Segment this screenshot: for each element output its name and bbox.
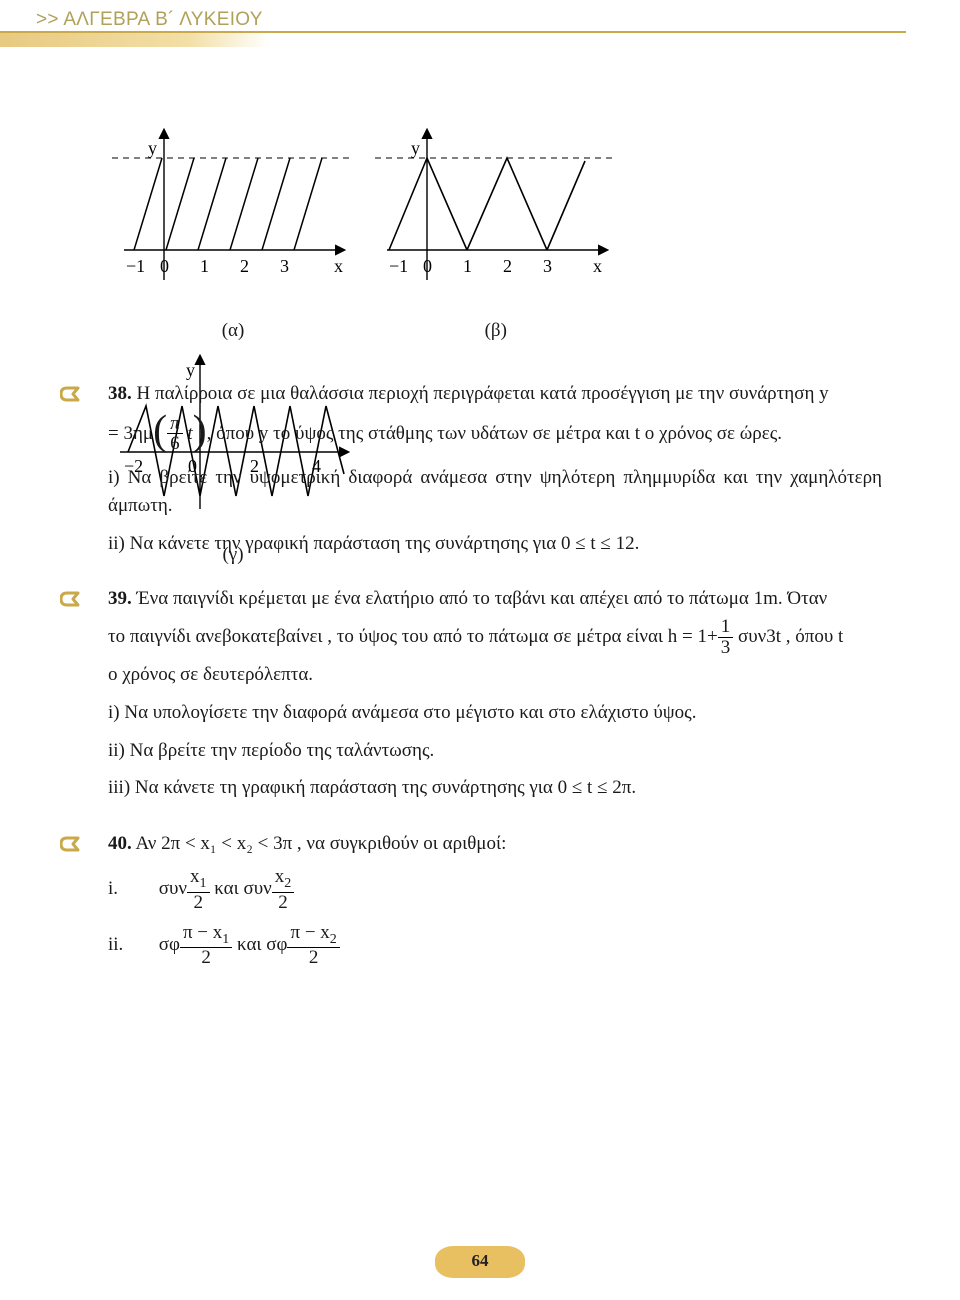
- exercise-39-line1: Ένα παιγνίδι κρέμεται με ένα ελατήριο απ…: [132, 588, 828, 609]
- svg-text:1: 1: [200, 256, 209, 276]
- svg-text:y: y: [148, 138, 157, 158]
- frac-num: 1: [718, 617, 734, 637]
- ex40-i-b-den: 2: [272, 892, 295, 913]
- ex40-ii-b-sub: 2: [330, 931, 337, 946]
- header-rule-shadow: [0, 33, 270, 47]
- exercise-39-line2b: συν3t , όπου t: [733, 625, 843, 646]
- figure-alpha-caption: (α): [104, 317, 362, 345]
- exercise-38-text-after: , όπου y το ύψος της στάθμης των υδάτων …: [207, 422, 782, 443]
- exercise-39-i: i) Να υπολογίσετε την διαφορά ανάμεσα στ…: [108, 699, 882, 727]
- svg-text:1: 1: [463, 256, 472, 276]
- ex40-ii-a-func: σφ: [159, 934, 180, 955]
- svg-text:3: 3: [543, 256, 552, 276]
- figure-alpha: −1 0 1 2 3 x y (α): [104, 120, 362, 344]
- ex40-ii-mid: και: [237, 934, 266, 955]
- exercise-38-equation-line: = 3ημ(π6 t), όπου y το ύψος της στάθμης …: [108, 414, 882, 455]
- ex40-i-b-frac: x22: [272, 867, 295, 912]
- ex40-i-a-den: 2: [187, 892, 210, 913]
- svg-text:−1: −1: [126, 256, 145, 276]
- ex40-i-a-sub: 1: [200, 876, 207, 891]
- ex40-ii-b-func: σφ: [266, 934, 287, 955]
- exercise-39-ii: ii) Να βρείτε την περίοδο της ταλάντωσης…: [108, 737, 882, 765]
- svg-text:y: y: [186, 360, 195, 380]
- header-title: >> ΑΛΓΕΒΡΑ Β´ ΛΥΚΕΙΟΥ: [36, 6, 263, 34]
- content-area: 38. Η παλίρροια σε μια θαλάσσια περιοχή …: [108, 380, 882, 996]
- frac-den: 6: [167, 433, 183, 454]
- ex40-i-mid: και: [214, 878, 243, 899]
- exercise-38: 38. Η παλίρροια σε μια θαλάσσια περιοχή …: [108, 380, 882, 557]
- page-number: 64: [435, 1246, 525, 1278]
- exercise-39-line3: ο χρόνος σε δευτερόλεπτα.: [108, 661, 882, 689]
- exercise-39-number: 39.: [108, 588, 132, 609]
- exercise-39-line2a: το παιγνίδι ανεβοκατεβαίνει , το ύψος το…: [108, 625, 718, 646]
- exercise-38-eqlead: = 3ημ: [108, 422, 153, 443]
- svg-text:2: 2: [240, 256, 249, 276]
- exercise-40-i: i. συνx12 και συνx22: [108, 867, 882, 912]
- frac-num: π: [167, 414, 183, 434]
- ex40-ii-a-den: 2: [180, 947, 232, 968]
- marker-icon: [60, 587, 86, 613]
- exercise-39-iii: iii) Να κάνετε τη γραφική παράσταση της …: [108, 774, 882, 802]
- svg-text:3: 3: [280, 256, 289, 276]
- figure-beta-caption: (β): [367, 317, 625, 345]
- ex40-i-b-num: x: [275, 866, 285, 887]
- svg-text:x: x: [593, 256, 602, 276]
- page-header: >> ΑΛΓΕΒΡΑ Β´ ΛΥΚΕΙΟΥ: [0, 0, 960, 72]
- exercise-38-ii: ii) Να κάνετε την γραφική παράσταση της …: [108, 530, 882, 558]
- ex40-i-lead: i.: [108, 875, 154, 903]
- svg-text:2: 2: [503, 256, 512, 276]
- exercise-39-line2: το παιγνίδι ανεβοκατεβαίνει , το ύψος το…: [108, 617, 882, 658]
- ex40-ii-lead: ii.: [108, 931, 154, 959]
- page-number-badge: 64: [435, 1246, 525, 1278]
- ex40-i-a-num: x: [190, 866, 200, 887]
- ex40-ii-a-frac: π − x12: [180, 923, 232, 968]
- exercise-38-number: 38.: [108, 383, 132, 404]
- svg-text:−1: −1: [389, 256, 408, 276]
- exercise-40: 40. Αν 2π < x₁ < x₂ < 3π , να συγκριθούν…: [108, 830, 882, 968]
- exercise-38-i: i) Να βρείτε την υψομετρική διαφορά ανάμ…: [108, 464, 882, 519]
- ex40-ii-b-frac: π − x22: [287, 923, 339, 968]
- svg-text:y: y: [411, 138, 420, 158]
- marker-icon: [60, 382, 86, 408]
- fraction-1-3: 13: [718, 617, 734, 658]
- figure-beta: −1 0 1 2 3 x y (β): [367, 120, 625, 344]
- exercise-40-ii: ii. σφπ − x12 και σφπ − x22: [108, 923, 882, 968]
- ex40-ii-a-sub: 1: [222, 931, 229, 946]
- svg-text:x: x: [334, 256, 343, 276]
- frac-den: 3: [718, 637, 734, 658]
- svg-text:0: 0: [423, 256, 432, 276]
- ex40-ii-a-numpre: π − x: [183, 922, 222, 943]
- ex40-i-a-func: συν: [159, 878, 187, 899]
- ex40-i-a-frac: x12: [187, 867, 210, 912]
- exercise-38-text1: Η παλίρροια σε μια θαλάσσια περιοχή περι…: [132, 383, 829, 404]
- fraction-pi-6: π6: [167, 414, 183, 455]
- frac-after: t: [187, 422, 192, 443]
- svg-text:0: 0: [160, 256, 169, 276]
- exercise-39: 39. Ένα παιγνίδι κρέμεται με ένα ελατήρι…: [108, 585, 882, 802]
- ex40-ii-b-numpre: π − x: [290, 922, 329, 943]
- exercise-40-cond: Αν 2π < x₁ < x₂ < 3π , να συγκριθούν οι …: [132, 833, 507, 854]
- marker-icon: [60, 832, 86, 858]
- exercise-40-number: 40.: [108, 833, 132, 854]
- ex40-i-b-func: συν: [243, 878, 271, 899]
- ex40-ii-b-den: 2: [287, 947, 339, 968]
- ex40-i-b-sub: 2: [284, 876, 291, 891]
